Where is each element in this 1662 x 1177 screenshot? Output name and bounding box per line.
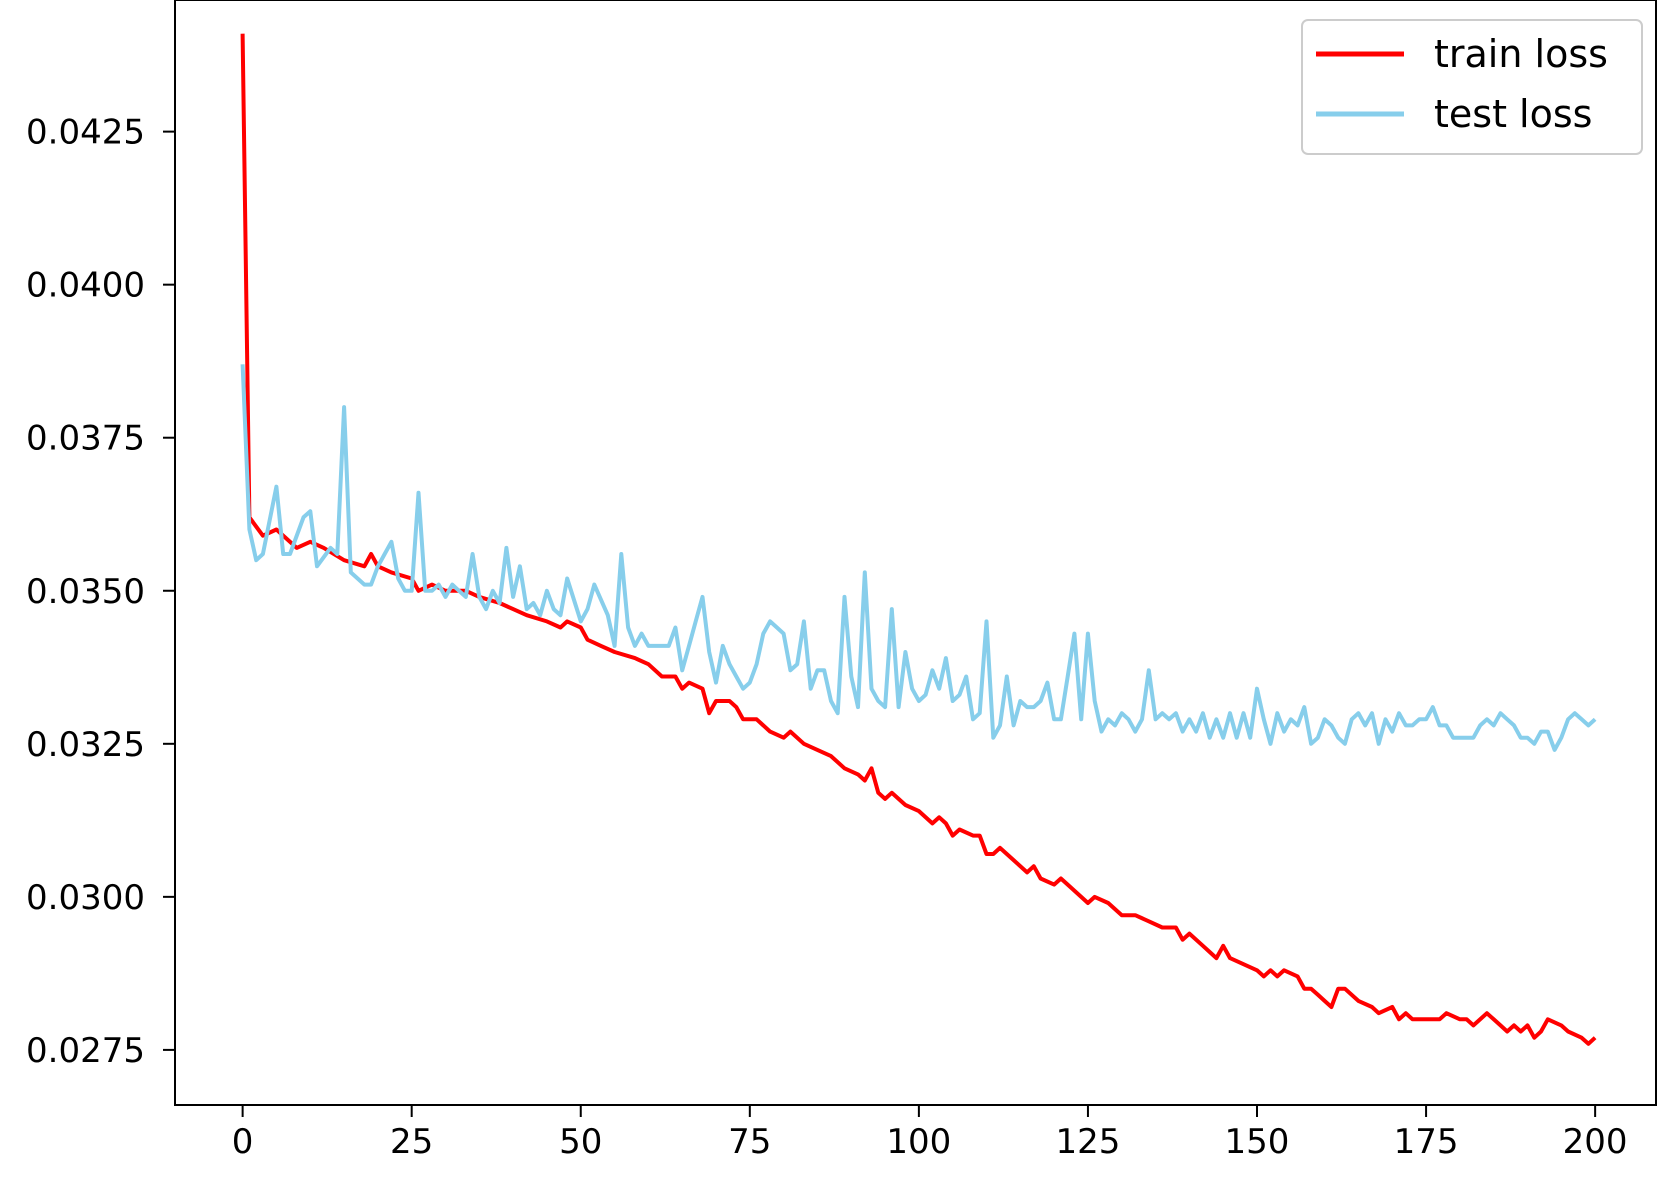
x-tick-label: 200 — [1563, 1122, 1628, 1162]
x-tick-label: 150 — [1225, 1122, 1290, 1162]
x-axis-ticks: 0 25 50 75 100 125 150 175 200 — [232, 1105, 1628, 1162]
x-tick-label: 0 — [232, 1122, 254, 1162]
y-tick-label: 0.0325 — [26, 725, 145, 765]
x-tick-label: 75 — [728, 1122, 771, 1162]
legend-label-test-loss: test loss — [1434, 92, 1592, 136]
axes-frame — [174, 0, 1657, 1106]
y-tick-label: 0.0350 — [26, 572, 145, 612]
x-tick-label: 125 — [1055, 1122, 1120, 1162]
y-tick-label: 0.0300 — [26, 878, 145, 918]
y-tick-label: 0.0425 — [26, 113, 145, 153]
y-tick-label: 0.0400 — [26, 266, 145, 306]
y-tick-label: 0.0275 — [26, 1031, 145, 1071]
legend: train loss test loss — [1301, 19, 1643, 155]
series-line-test-loss — [240, 364, 1597, 752]
series-line-train-loss — [240, 33, 1597, 1046]
x-tick-label: 25 — [390, 1122, 433, 1162]
legend-label-train-loss: train loss — [1434, 32, 1608, 76]
x-tick-label: 175 — [1394, 1122, 1459, 1162]
y-axis-ticks: 0.0275 0.0300 0.0325 0.0350 0.0375 0.0400 0.04… — [26, 113, 175, 1071]
x-tick-label: 100 — [886, 1122, 951, 1162]
y-tick-label: 0.0375 — [26, 419, 145, 459]
x-tick-label: 50 — [559, 1122, 602, 1162]
plot-layer — [240, 33, 1597, 1046]
